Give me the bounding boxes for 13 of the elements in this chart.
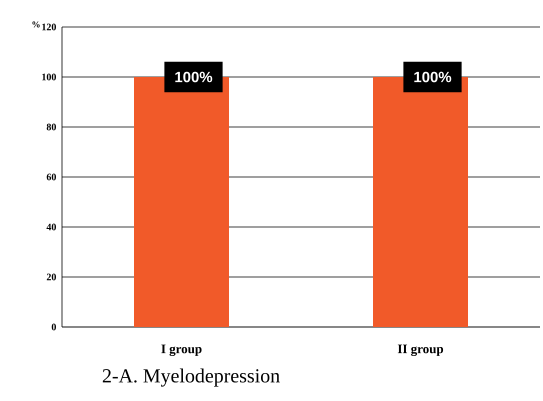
- text: 2-A. Myelodepression: [102, 368, 280, 387]
- y-tick-label: 80: [46, 124, 56, 130]
- y-tick-label: 100: [42, 74, 56, 80]
- y-tick-label: 60: [46, 174, 56, 180]
- y-tick-label: 40: [46, 224, 56, 230]
- x-tick-label: I group: [161, 344, 202, 356]
- data-label: 100%: [414, 72, 452, 82]
- x-tick-label: II group: [398, 344, 444, 356]
- y-tick-label: 120: [42, 24, 56, 30]
- y-tick-label: 0: [52, 324, 56, 330]
- y-tick-label: 20: [46, 274, 56, 280]
- data-label: 100%: [175, 72, 212, 82]
- y-axis-title: %: [32, 21, 40, 28]
